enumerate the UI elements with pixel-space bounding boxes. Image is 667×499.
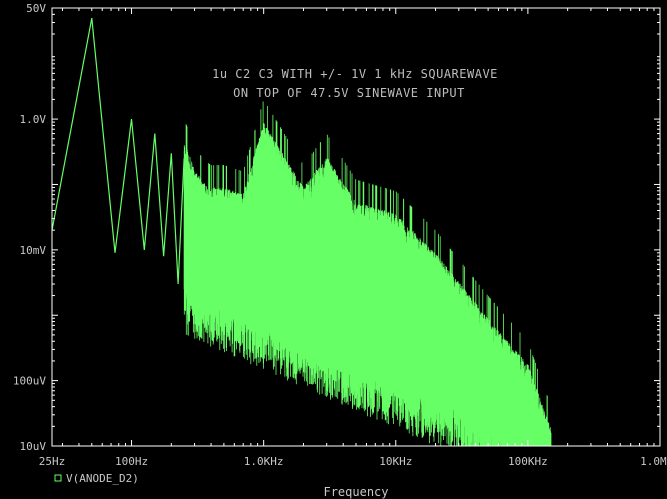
x-tick-label: 1.0KHz	[244, 455, 284, 468]
tick-label-group: 25Hz 100Hz 1.0KHz 10KHz 100KHz 1.0MHz 10uV 100u…	[13, 2, 667, 468]
y-tick-label: 1.0V	[20, 113, 47, 126]
legend-marker	[54, 474, 62, 482]
y-tick-label: 100uV	[13, 375, 46, 388]
trace-group	[51, 17, 552, 446]
x-tick-label: 25Hz	[39, 455, 66, 468]
x-tick-label: 10KHz	[379, 455, 412, 468]
annotation-line-1: 1u C2 C3 WITH +/- 1V 1 kHz SQUAREWAVE	[212, 67, 498, 81]
x-tick-label: 1.0MHz	[640, 455, 667, 468]
annotation-line-2: ON TOP OF 47.5V SINEWAVE INPUT	[233, 86, 465, 100]
y-tick-label: 50V	[26, 2, 46, 15]
x-axis-label: Frequency	[323, 485, 388, 499]
trace-spectrum-body	[303, 179, 549, 446]
y-tick-label: 10mV	[20, 244, 47, 257]
legend-label: V(ANODE_D2)	[66, 472, 139, 485]
trace-low-frequency	[51, 17, 185, 285]
x-tick-label: 100KHz	[508, 455, 548, 468]
tick-group	[51, 7, 661, 447]
y-tick-label: 10uV	[20, 440, 47, 453]
x-tick-label: 100Hz	[115, 455, 148, 468]
